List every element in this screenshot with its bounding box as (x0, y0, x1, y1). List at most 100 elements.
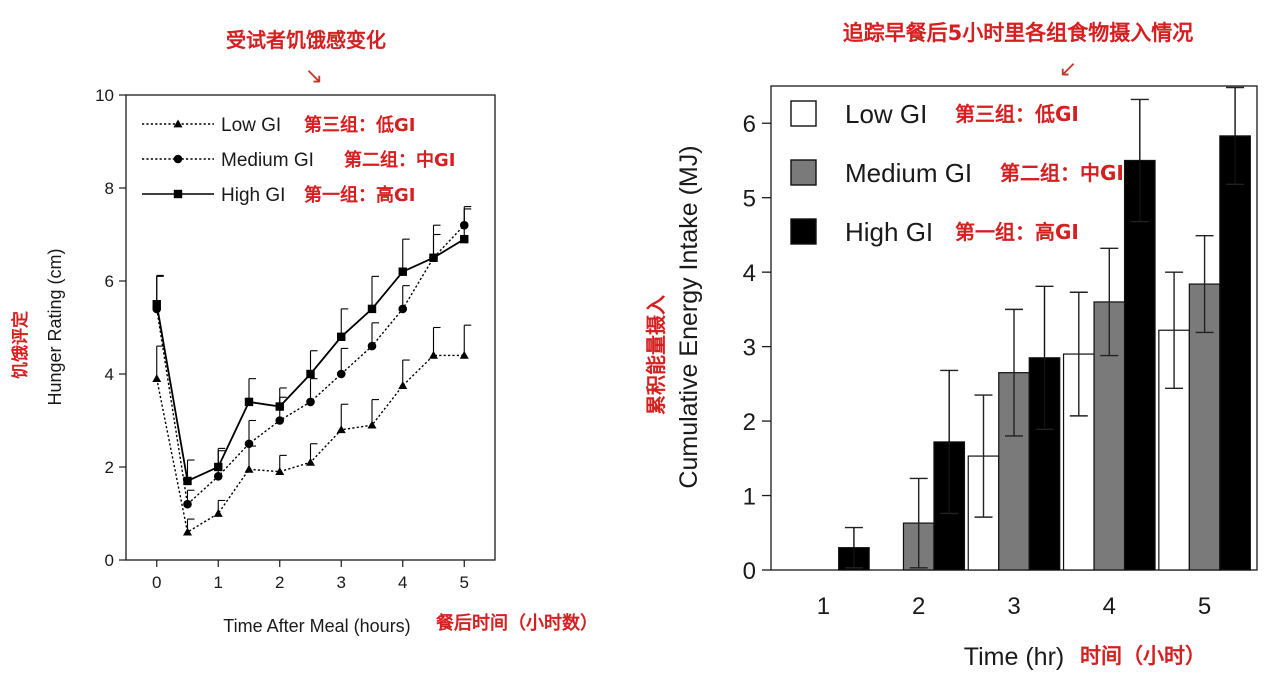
left-legend-marker (173, 119, 183, 128)
left-data-point (275, 467, 285, 476)
left-y-axis-label-cn: 饥饿评定 (10, 311, 31, 379)
left-x-tick-label: 1 (214, 573, 223, 592)
right-x-tick-label: 2 (912, 593, 925, 620)
right-legend-label: Medium GI (845, 158, 972, 188)
left-x-axis: 0 1 2 3 4 5 (152, 560, 469, 592)
left-data-point (459, 220, 469, 230)
right-x-axis: 1 2 3 4 5 (817, 593, 1212, 620)
left-data-point (183, 527, 192, 536)
left-y-tick-label: 2 (105, 458, 114, 477)
right-y-tick-label: 4 (743, 260, 756, 287)
right-legend: Low GI 第三组：低GI Medium GI 第二组：中GI High GI 第一组：… (790, 99, 1124, 247)
left-y-tick-label: 4 (105, 365, 114, 384)
left-data-point (367, 420, 377, 429)
left-data-point (244, 397, 254, 407)
right-legend-label-cn: 第三组：低GI (955, 102, 1079, 126)
energy-intake-chart: 0 1 2 3 4 5 6 1 2 3 4 5 Low GI 第三组：低GI Medium GI 第二组：… (644, 21, 1258, 671)
left-data-point (152, 374, 162, 383)
left-data-point (213, 472, 223, 481)
right-x-tick-label: 3 (1007, 593, 1020, 620)
left-y-tick-label: 6 (105, 272, 114, 291)
right-legend-label: Low GI (845, 99, 927, 129)
left-data-point (275, 416, 285, 425)
left-data-point (152, 300, 161, 309)
left-x-axis-label-cn: 餐后时间（小时数） (435, 612, 598, 634)
left-x-tick-label: 0 (152, 573, 161, 592)
left-legend-label-cn: 第二组：中GI (344, 149, 455, 171)
right-x-tick-label: 4 (1103, 593, 1116, 620)
right-bar (1219, 135, 1251, 571)
left-series-markers (152, 220, 469, 536)
left-x-tick-label: 4 (398, 573, 407, 592)
left-legend: Low GI 第三组：低GI Medium GI 第二组：中GI High GI 第一组：… (142, 114, 455, 206)
left-data-point (398, 381, 408, 389)
right-legend-label: High GI (845, 217, 933, 247)
left-x-tick-label: 3 (337, 573, 346, 592)
left-data-point (244, 439, 254, 449)
right-legend-label-cn: 第一组：高GI (955, 220, 1079, 244)
left-legend-label: Low GI (221, 115, 281, 136)
right-y-axis: 0 1 2 3 4 5 6 (743, 111, 771, 585)
right-bar (1123, 159, 1156, 571)
left-x-tick-label: 2 (275, 573, 284, 592)
left-data-point (213, 509, 223, 517)
left-legend-marker (173, 189, 183, 199)
left-plot-frame (125, 94, 496, 561)
hunger-rating-chart: 0 2 4 6 8 10 0 1 2 3 4 5 Low GI 第三组：低GI Medium GI 第二组… (10, 28, 598, 636)
left-legend-label-cn: 第三组：低GI (304, 114, 415, 136)
left-data-point (429, 253, 438, 262)
right-legend-swatch (790, 218, 817, 245)
left-legend-label-cn: 第一组：高GI (304, 184, 415, 206)
left-data-point (306, 397, 315, 407)
left-top-arrow: ↘ (305, 63, 323, 88)
left-legend-marker (173, 154, 183, 164)
right-legend-swatch (790, 100, 817, 127)
right-x-tick-label: 1 (817, 593, 830, 620)
right-x-axis-label: Time (hr) (964, 643, 1064, 671)
left-data-point (398, 304, 408, 314)
left-legend-label: Medium GI (221, 150, 314, 171)
left-top-annotation: 受试者饥饿感变化 (226, 28, 386, 52)
left-y-tick-label: 0 (105, 551, 114, 570)
left-data-point (336, 369, 346, 379)
left-data-point (459, 350, 469, 359)
left-data-point (244, 464, 254, 473)
left-data-point (460, 234, 469, 244)
right-y-tick-label: 1 (743, 484, 756, 511)
right-legend-swatch (790, 159, 817, 186)
left-data-point (183, 499, 192, 509)
left-data-point (367, 341, 377, 351)
left-y-axis-label: Hunger Rating (cm) (45, 248, 65, 405)
left-x-tick-label: 5 (460, 573, 469, 592)
right-y-axis-label-cn: 累积能量摄入 (644, 295, 668, 415)
right-y-axis-label: Cumulative Energy Intake (MJ) (675, 145, 703, 488)
right-x-tick-label: 5 (1198, 593, 1211, 620)
right-error-bars (844, 86, 1245, 569)
left-data-point (337, 332, 346, 341)
right-y-tick-label: 6 (743, 111, 756, 138)
left-data-point (183, 476, 192, 486)
left-data-point (214, 462, 223, 472)
right-bar (1062, 353, 1095, 571)
right-x-axis-label-cn: 时间（小时） (1080, 644, 1206, 668)
left-y-tick-label: 10 (95, 86, 114, 105)
right-y-tick-label: 0 (743, 558, 756, 585)
right-y-tick-label: 5 (743, 186, 756, 213)
right-y-tick-label: 2 (743, 409, 756, 436)
right-legend-label-cn: 第二组：中GI (1000, 161, 1124, 185)
left-data-point (336, 425, 346, 434)
left-data-point (306, 369, 315, 379)
left-data-point (275, 402, 284, 411)
left-y-axis: 0 2 4 6 8 10 (95, 86, 126, 570)
right-top-annotation: 追踪早餐后5小时里各组食物摄入情况 (843, 21, 1194, 45)
left-data-point (398, 267, 407, 276)
right-top-arrow: ↙ (1059, 56, 1077, 81)
left-y-tick-label: 8 (105, 179, 114, 198)
left-data-point (429, 350, 438, 359)
left-data-point (306, 457, 315, 466)
right-y-tick-label: 3 (743, 335, 756, 362)
left-data-point (367, 304, 377, 314)
left-x-axis-label: Time After Meal (hours) (223, 616, 410, 636)
left-legend-label: High GI (221, 185, 285, 206)
